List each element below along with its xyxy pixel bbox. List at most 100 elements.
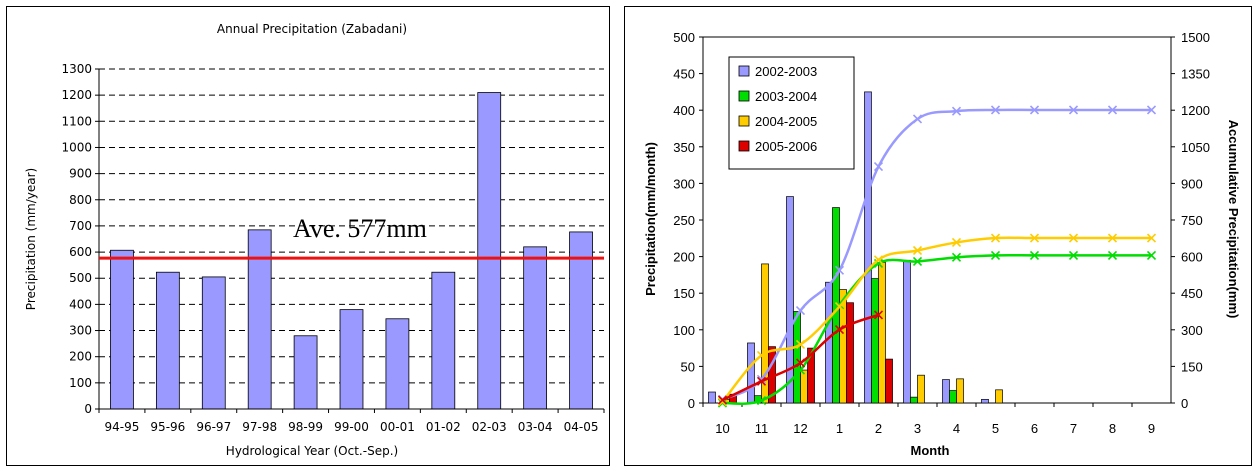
bar <box>917 374 925 404</box>
y2-tick-label: 1050 <box>1181 140 1210 155</box>
y2-tick-label: 1200 <box>1181 103 1210 118</box>
y-tick-label: 500 <box>673 30 695 45</box>
cumulative-point <box>834 265 845 275</box>
bar <box>878 262 886 404</box>
cumulative-point <box>990 250 1001 260</box>
cumulative-point <box>756 350 767 360</box>
bar <box>864 91 872 404</box>
cumulative-point <box>1107 233 1118 243</box>
x-tick-label: 9 <box>1148 421 1155 436</box>
bar <box>201 276 226 410</box>
y-tick-label: 450 <box>673 67 695 82</box>
bar <box>910 396 918 404</box>
bar <box>981 398 989 404</box>
cumulative-point <box>717 395 728 405</box>
bar <box>846 302 854 404</box>
cumulative-point <box>795 358 806 368</box>
y-tick-label: 150 <box>673 286 695 301</box>
bar <box>903 259 911 404</box>
bar <box>793 311 801 404</box>
y-axis-label: Precipitation(mm/month) <box>643 142 658 296</box>
bar <box>339 309 364 410</box>
y-axis-label: Precipitation (mm/year) <box>24 168 38 310</box>
legend-label: 2002-2003 <box>755 64 817 79</box>
x-tick-label: 4 <box>953 421 960 436</box>
x-axis-label: Month <box>911 443 950 458</box>
annual-precipitation-chart: Annual Precipitation (Zabadani) Hydrolog… <box>24 22 605 458</box>
cumulative-point <box>834 324 845 335</box>
bar <box>885 358 893 404</box>
y2-tick-label: 0 <box>1181 396 1188 411</box>
x-tick-label: 1 <box>836 421 843 436</box>
y-tick-label: 400 <box>673 103 695 118</box>
cumulative-point <box>795 339 806 350</box>
x-tick-label: 02-03 <box>472 420 507 434</box>
y-tick-label: 250 <box>673 213 695 228</box>
x-tick-label: 99-00 <box>334 420 369 434</box>
y-tick-label: 100 <box>69 376 92 390</box>
x-tick-label: 98-99 <box>288 420 323 434</box>
cumulative-point <box>951 237 962 248</box>
cumulative-point <box>990 233 1001 243</box>
cumulative-point <box>912 256 923 267</box>
y2-tick-label: 900 <box>1181 176 1203 191</box>
bar <box>385 318 410 410</box>
y-tick-label: 200 <box>69 350 92 364</box>
legend-swatch <box>738 140 750 152</box>
y2-tick-label: 1500 <box>1181 30 1210 45</box>
cumulative-point <box>951 252 962 262</box>
bar <box>523 246 548 410</box>
x-tick-label: 6 <box>1031 421 1038 436</box>
x-tick-label: 7 <box>1070 421 1077 436</box>
y2-axis-label: Accumulative Precipitation(mm) <box>1226 120 1241 319</box>
y2-tick-label: 750 <box>1181 213 1203 228</box>
x-tick-label: 8 <box>1109 421 1116 436</box>
bar <box>747 342 755 404</box>
legend-label: 2003-2004 <box>755 89 817 104</box>
legend-label: 2004-2005 <box>755 114 817 129</box>
cumulative-point <box>1068 105 1079 115</box>
cumulative-point <box>912 114 923 124</box>
x-tick-label: 97-98 <box>242 420 277 434</box>
cumulative-point <box>1029 105 1040 115</box>
bar <box>942 379 950 404</box>
y-tick-label: 300 <box>673 176 695 191</box>
y-tick-label: 50 <box>681 359 695 374</box>
cumulative-point <box>795 305 806 316</box>
legend-swatch <box>738 115 750 127</box>
bar <box>708 391 716 404</box>
monthly-precipitation-chart: Month Precipitation(mm/month) Accumulati… <box>643 30 1241 458</box>
chart-title: Annual Precipitation (Zabadani) <box>217 22 407 36</box>
cumulative-point <box>1146 105 1157 115</box>
bar <box>110 249 134 410</box>
cumulative-point <box>756 395 767 406</box>
x-tick-label: 12 <box>793 421 807 436</box>
bar <box>800 369 808 404</box>
cumulative-point <box>1068 250 1079 260</box>
y-tick-label: 1000 <box>61 140 92 154</box>
y-tick-label: 0 <box>688 396 695 411</box>
bar <box>807 347 815 404</box>
cumulative-point <box>873 310 884 320</box>
y-tick-label: 700 <box>69 219 92 233</box>
cumulative-point <box>912 245 923 256</box>
x-tick-label: 10 <box>715 421 729 436</box>
x-tick-label: 01-02 <box>426 420 461 434</box>
legend-swatch <box>738 90 750 102</box>
x-tick-label: 3 <box>914 421 921 436</box>
y-tick-label: 900 <box>69 167 92 181</box>
y2-tick-label: 450 <box>1181 286 1203 301</box>
y-tick-label: 300 <box>69 324 92 338</box>
monthly-precipitation-chart-panel: Month Precipitation(mm/month) Accumulati… <box>624 6 1252 466</box>
x-tick-label: 04-05 <box>564 420 599 434</box>
y2-tick-label: 300 <box>1181 323 1203 338</box>
y2-tick-label: 1350 <box>1181 67 1210 82</box>
x-tick-label: 95-96 <box>150 420 185 434</box>
x-tick-label: 11 <box>755 421 769 436</box>
legend-label: 2005-2006 <box>755 139 817 154</box>
cumulative-point <box>795 365 806 375</box>
y-tick-label: 350 <box>673 140 695 155</box>
y-tick-label: 1200 <box>61 88 92 102</box>
y-tick-label: 600 <box>69 245 92 259</box>
x-tick-label: 94-95 <box>105 420 140 434</box>
